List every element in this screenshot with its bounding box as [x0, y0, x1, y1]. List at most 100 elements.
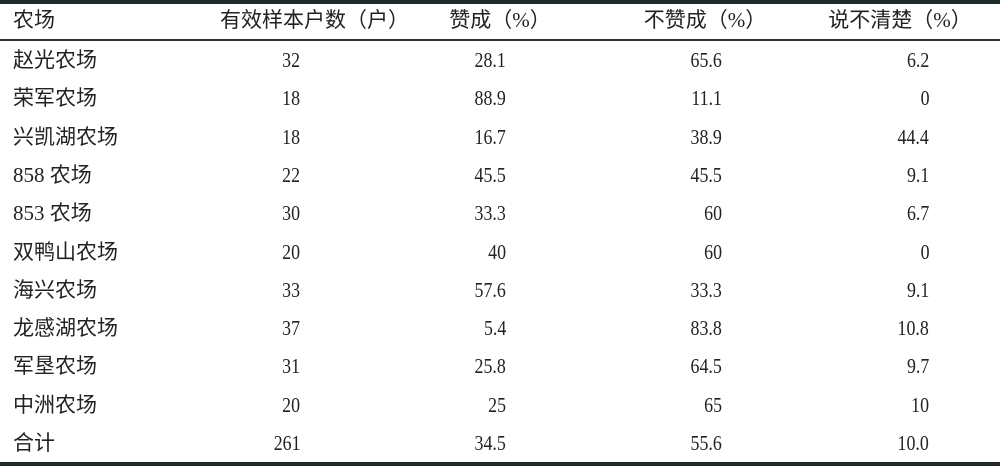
header-farm: 农场: [13, 8, 55, 32]
agree-percent: 16.7: [469, 118, 506, 156]
unclear-percent-text: 6.7: [906, 201, 929, 226]
sample-count-text: 31: [282, 354, 300, 379]
sample-count-text: 37: [282, 316, 300, 341]
disagree-percent-text: 60: [704, 239, 722, 264]
disagree-percent: 64.5: [685, 347, 722, 385]
sample-count: 22: [279, 156, 300, 194]
unclear-percent-text: 10.0: [897, 431, 929, 455]
header-sample-count: 有效样本户数（户）: [220, 8, 409, 32]
disagree-percent-text: 45.5: [690, 162, 722, 187]
table-row: 龙感湖农场 37 5.4 83.8 10.8: [0, 309, 1000, 347]
agree-percent: 28.1: [469, 41, 506, 79]
unclear-percent: 9.1: [903, 271, 929, 309]
disagree-percent-text: 38.9: [690, 124, 722, 149]
table-header: 农场 有效样本户数（户） 赞成（%） 不赞成（%） 说不清楚（%）: [0, 1, 1000, 39]
unclear-percent-text: 9.7: [906, 354, 929, 379]
header-agree: 赞成（%）: [449, 8, 551, 32]
table-row: 赵光农场 32 28.1 65.6 6.2: [0, 41, 1000, 79]
table-bottom-rule: [0, 462, 1000, 466]
agree-percent: 88.9: [469, 79, 506, 117]
agree-percent-text: 57.6: [474, 277, 506, 302]
farm-name-text: 兴凯湖农场: [13, 124, 118, 149]
farm-name: 兴凯湖农场: [13, 118, 118, 156]
farm-name-text: 合计: [13, 431, 55, 455]
sample-count-text: 20: [282, 392, 300, 417]
agree-percent-text: 28.1: [474, 48, 506, 72]
disagree-percent-text: 55.6: [690, 431, 722, 455]
farm-name: 赵光农场: [13, 41, 97, 79]
disagree-percent: 65: [701, 386, 722, 424]
disagree-percent: 83.8: [685, 309, 722, 347]
unclear-percent-text: 9.1: [906, 277, 929, 302]
sample-count-text: 22: [282, 162, 300, 187]
disagree-percent: 38.9: [685, 118, 722, 156]
sample-count: 261: [269, 424, 300, 462]
unclear-percent-text: 10: [911, 392, 929, 417]
sample-count: 31: [279, 347, 300, 385]
unclear-percent: 10: [908, 386, 929, 424]
disagree-percent: 55.6: [685, 424, 722, 462]
sample-count: 33: [279, 271, 300, 309]
unclear-percent: 44.4: [892, 118, 929, 156]
table-row: 合计 261 34.5 55.6 10.0: [0, 424, 1000, 462]
header-disagree: 不赞成（%）: [643, 8, 767, 32]
unclear-percent-text: 0: [920, 86, 929, 111]
unclear-percent: 6.2: [903, 41, 929, 79]
table-row: 双鸭山农场 20 40 60 0: [0, 233, 1000, 271]
farm-name-text: 中洲农场: [13, 392, 97, 417]
agree-percent: 5.4: [480, 309, 506, 347]
farm-name-text: 853 农场: [13, 201, 92, 226]
disagree-percent: 65.6: [685, 41, 722, 79]
agree-percent: 25.8: [469, 347, 506, 385]
table-row: 海兴农场 33 57.6 33.3 9.1: [0, 271, 1000, 309]
agree-percent: 57.6: [469, 271, 506, 309]
unclear-percent-text: 6.2: [906, 48, 929, 72]
farm-name-text: 海兴农场: [13, 277, 97, 302]
farm-name-text: 龙感湖农场: [13, 316, 118, 341]
disagree-percent-text: 65.6: [690, 48, 722, 72]
header-unclear: 说不清楚（%）: [828, 8, 972, 32]
unclear-percent-text: 0: [920, 239, 929, 264]
unclear-percent: 10.0: [892, 424, 929, 462]
agree-percent: 45.5: [469, 156, 506, 194]
disagree-percent-text: 64.5: [690, 354, 722, 379]
table-top-rule: [0, 0, 1000, 4]
unclear-percent: 9.1: [903, 156, 929, 194]
table-row: 853 农场 30 33.3 60 6.7: [0, 194, 1000, 232]
agree-percent-text: 16.7: [474, 124, 506, 149]
sample-count-text: 33: [282, 277, 300, 302]
agree-percent-text: 5.4: [483, 316, 506, 341]
sample-count-text: 30: [282, 201, 300, 226]
sample-count: 20: [279, 233, 300, 271]
disagree-percent: 45.5: [685, 156, 722, 194]
agree-percent-text: 40: [488, 239, 506, 264]
agree-percent: 40: [485, 233, 506, 271]
disagree-percent: 60: [701, 233, 722, 271]
farm-name-text: 858 农场: [13, 162, 92, 187]
farm-name-text: 双鸭山农场: [13, 239, 118, 264]
sample-count-text: 18: [282, 124, 300, 149]
unclear-percent: 6.7: [903, 194, 929, 232]
farm-name-text: 荣军农场: [13, 86, 97, 111]
sample-count-text: 20: [282, 239, 300, 264]
farm-name: 中洲农场: [13, 386, 97, 424]
farm-name-text: 赵光农场: [13, 48, 97, 72]
unclear-percent: 9.7: [903, 347, 929, 385]
disagree-percent: 33.3: [685, 271, 722, 309]
farm-name: 双鸭山农场: [13, 233, 118, 271]
header-rule: [0, 39, 1000, 41]
agree-percent: 25: [485, 386, 506, 424]
unclear-percent: 0: [919, 79, 929, 117]
unclear-percent: 10.8: [892, 309, 929, 347]
sample-count: 18: [279, 79, 300, 117]
farm-name: 军垦农场: [13, 347, 97, 385]
disagree-percent: 11.1: [686, 79, 722, 117]
sample-count: 20: [279, 386, 300, 424]
farm-name: 龙感湖农场: [13, 309, 118, 347]
disagree-percent-text: 11.1: [691, 86, 722, 111]
unclear-percent-text: 9.1: [906, 162, 929, 187]
unclear-percent-text: 44.4: [897, 124, 929, 149]
agree-percent: 34.5: [469, 424, 506, 462]
agree-percent-text: 88.9: [474, 86, 506, 111]
sample-count: 37: [279, 309, 300, 347]
